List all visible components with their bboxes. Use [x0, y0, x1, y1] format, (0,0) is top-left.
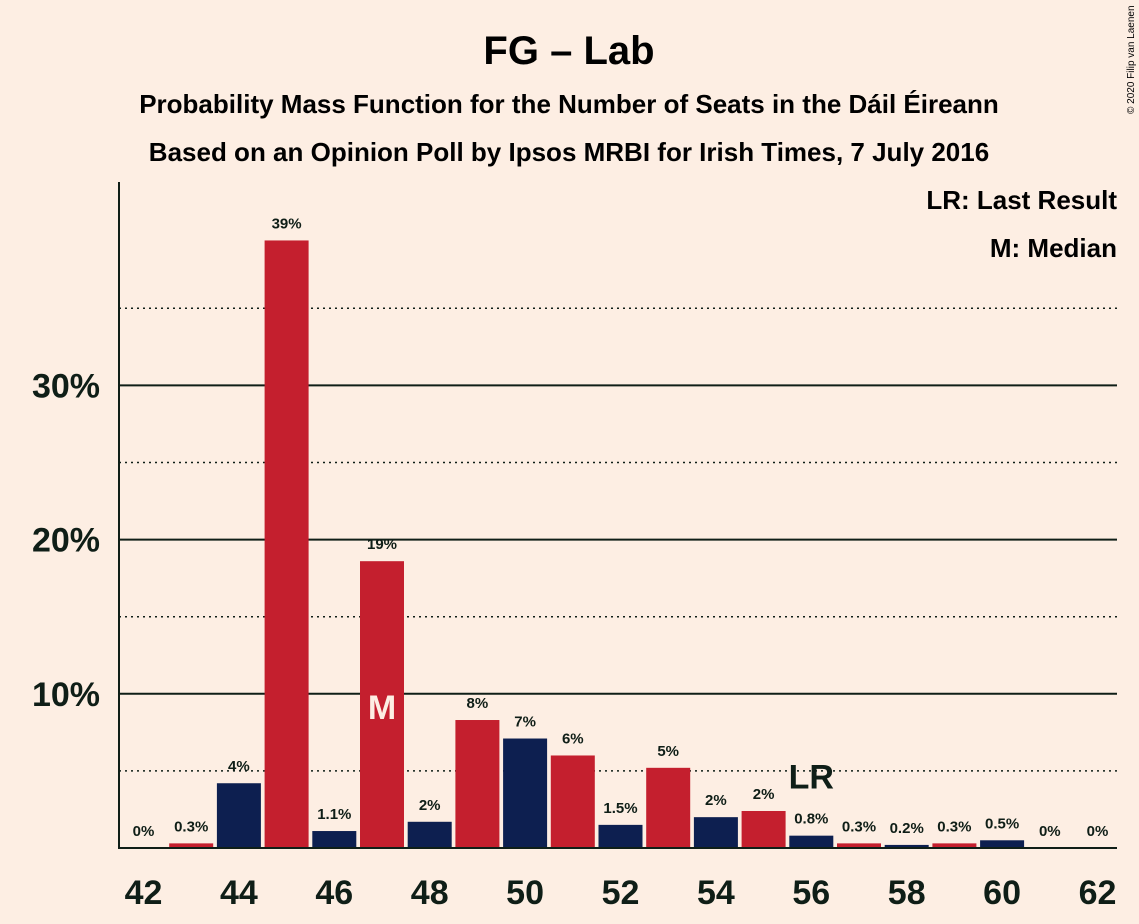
- x-tick-label: 46: [315, 874, 353, 912]
- data-label: 19%: [367, 536, 397, 553]
- data-label: 0.2%: [890, 820, 924, 837]
- data-label: 7%: [514, 714, 536, 731]
- bar: [598, 824, 643, 848]
- data-label: 0%: [133, 823, 155, 840]
- bars: [169, 240, 1025, 848]
- bar: [884, 844, 929, 848]
- data-label: 2%: [753, 786, 775, 803]
- gridlines: 10% 20% 30%: [32, 307, 1117, 772]
- axes: 42 44 46 48 50 52 54 56 58 60 62: [118, 182, 1117, 912]
- data-label: 0%: [1039, 823, 1061, 840]
- chart-subtitle-2: Based on an Opinion Poll by Ipsos MRBI f…: [149, 137, 989, 167]
- bar: [741, 810, 786, 848]
- bar: [407, 821, 452, 848]
- bar: [932, 843, 977, 848]
- bar: [789, 835, 834, 848]
- legend-median: M: Median: [990, 233, 1117, 263]
- legend-last-result: LR: Last Result: [926, 185, 1117, 215]
- chart-subtitle-1: Probability Mass Function for the Number…: [139, 89, 999, 119]
- data-label: 0.3%: [174, 818, 208, 835]
- last-result-marker: LR: [789, 759, 834, 797]
- bar: [980, 840, 1025, 848]
- data-label: 0.5%: [985, 815, 1019, 832]
- data-label: 2%: [419, 797, 441, 814]
- bar: [169, 843, 214, 848]
- y-tick-label: 10%: [32, 676, 100, 714]
- y-tick-label: 20%: [32, 522, 100, 560]
- bar: [837, 843, 881, 848]
- markers: M LR: [368, 689, 834, 796]
- x-tick-label: 44: [220, 874, 258, 912]
- data-label: 1.5%: [603, 800, 637, 817]
- bar: [693, 817, 738, 848]
- bar: [264, 240, 309, 848]
- bar: [312, 831, 357, 848]
- bar: [360, 561, 404, 848]
- data-label: 2%: [705, 792, 727, 809]
- copyright-notice: © 2020 Filip van Laenen: [1126, 5, 1137, 114]
- data-label: 0%: [1087, 823, 1109, 840]
- data-label: 0.8%: [794, 811, 828, 828]
- x-tick-label: 56: [792, 874, 830, 912]
- chart-title: FG – Lab: [483, 29, 654, 73]
- data-label: 0.3%: [842, 818, 876, 835]
- data-label: 5%: [657, 743, 679, 760]
- x-tick-label: 42: [125, 874, 163, 912]
- bar: [550, 755, 595, 848]
- bar: [503, 738, 548, 848]
- data-label: 39%: [272, 215, 302, 232]
- x-tick-label: 52: [602, 874, 640, 912]
- data-label: 6%: [562, 730, 584, 747]
- x-tick-label: 58: [888, 874, 926, 912]
- x-tick-label: 60: [983, 874, 1021, 912]
- data-label: 4%: [228, 758, 250, 775]
- median-marker: M: [368, 689, 396, 727]
- y-tick-label: 30%: [32, 367, 100, 405]
- data-label: 0.3%: [937, 818, 971, 835]
- bar: [216, 783, 261, 848]
- bar: [646, 767, 691, 848]
- x-tick-label: 54: [697, 874, 735, 912]
- data-labels: 0% 0.3% 4% 39% 1.1% 19% 2% 8% 7% 6% 1.5% 5% 2% 2% 0.8%…: [133, 215, 1109, 840]
- x-tick-label: 62: [1079, 874, 1117, 912]
- x-tick-label: 48: [411, 874, 449, 912]
- x-tick-label: 50: [506, 874, 544, 912]
- data-label: 8%: [467, 695, 489, 712]
- data-label: 1.1%: [317, 806, 351, 823]
- bar: [455, 720, 500, 848]
